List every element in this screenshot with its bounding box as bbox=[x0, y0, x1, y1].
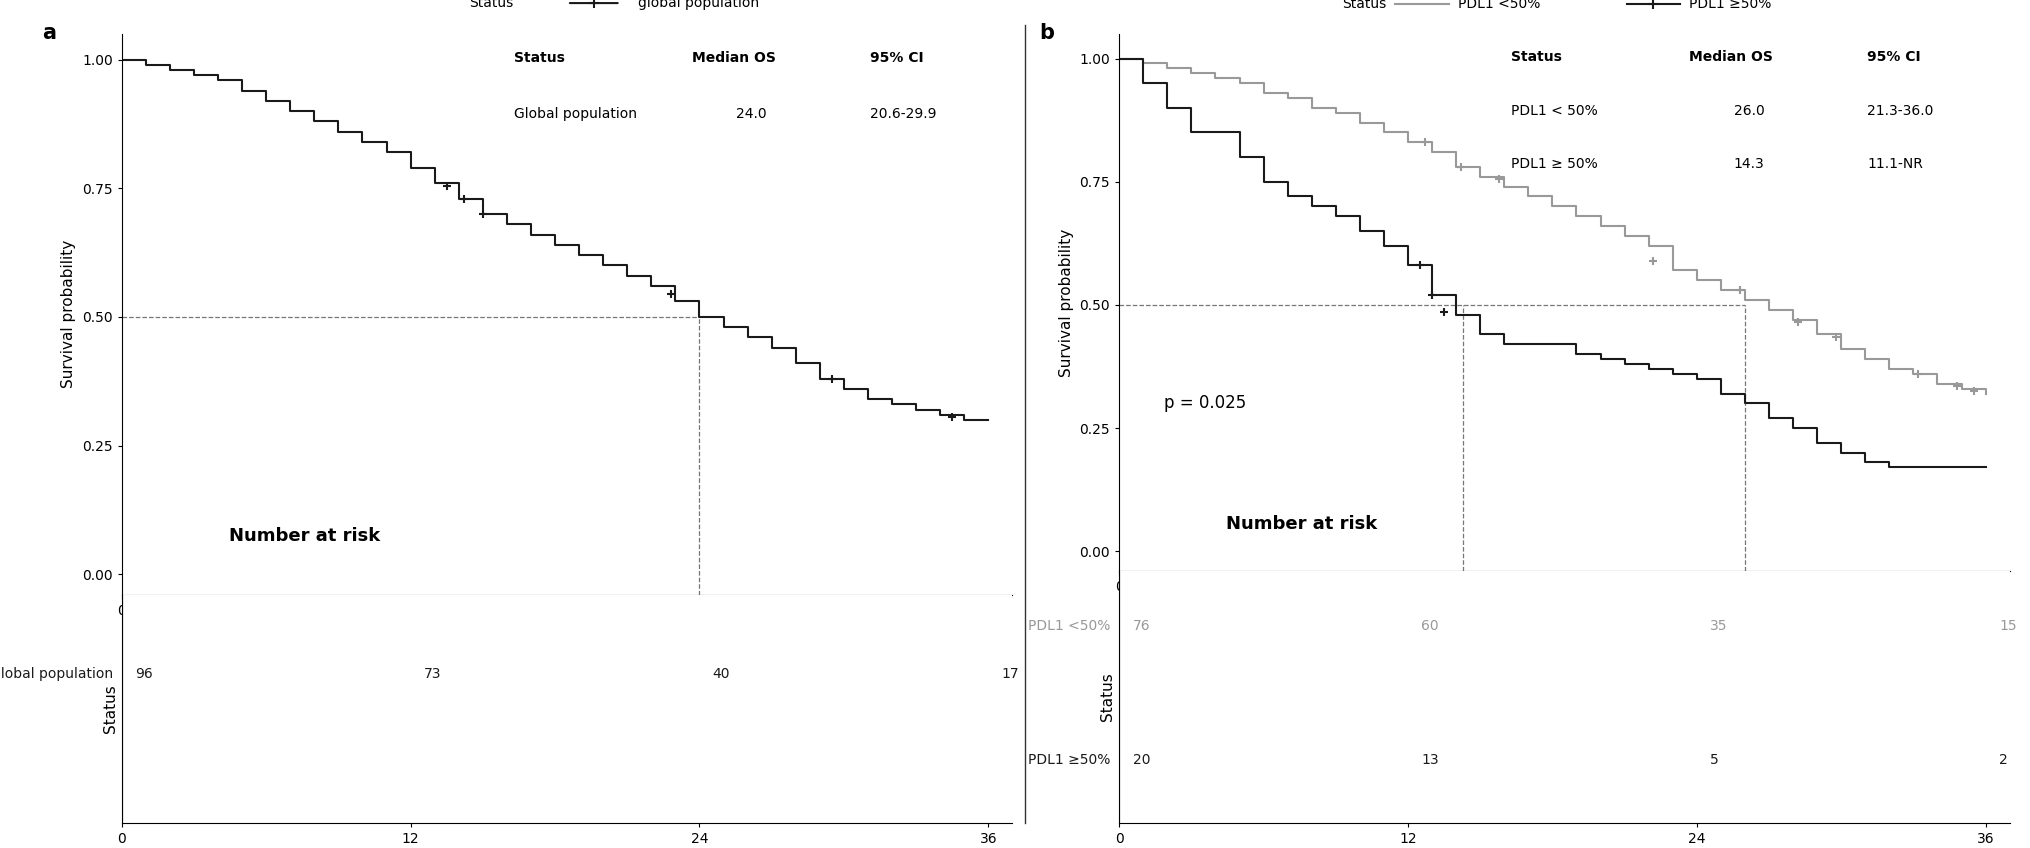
Text: a: a bbox=[43, 23, 55, 42]
Text: p = 0.025: p = 0.025 bbox=[1163, 393, 1246, 411]
Text: PDL1 < 50%: PDL1 < 50% bbox=[1510, 103, 1598, 118]
Text: Global population: Global population bbox=[514, 107, 637, 120]
Text: 24.0: 24.0 bbox=[737, 107, 767, 120]
Text: global population: global population bbox=[0, 667, 114, 682]
Text: 26.0: 26.0 bbox=[1734, 103, 1764, 118]
Text: 96: 96 bbox=[136, 667, 152, 682]
Text: 2: 2 bbox=[2000, 753, 2008, 767]
Text: Median OS: Median OS bbox=[692, 51, 775, 64]
Text: Status: Status bbox=[1510, 50, 1561, 64]
Text: 20.6-29.9: 20.6-29.9 bbox=[869, 107, 936, 120]
Text: PDL1 ≥ 50%: PDL1 ≥ 50% bbox=[1510, 158, 1598, 171]
Text: 11.1-NR: 11.1-NR bbox=[1868, 158, 1922, 171]
Text: Median OS: Median OS bbox=[1689, 50, 1772, 64]
Text: 5: 5 bbox=[1709, 753, 1719, 767]
Text: 14.3: 14.3 bbox=[1734, 158, 1764, 171]
Y-axis label: Status: Status bbox=[104, 684, 118, 733]
Text: PDL1 <50%: PDL1 <50% bbox=[1027, 619, 1110, 633]
Text: 21.3-36.0: 21.3-36.0 bbox=[1868, 103, 1935, 118]
Text: PDL1 ≥50%: PDL1 ≥50% bbox=[1689, 0, 1772, 11]
Text: 17: 17 bbox=[1001, 667, 1019, 682]
Text: 15: 15 bbox=[2000, 619, 2016, 633]
Text: 76: 76 bbox=[1133, 619, 1151, 633]
Text: Status: Status bbox=[514, 51, 564, 64]
Text: 40: 40 bbox=[713, 667, 731, 682]
Text: PDL1 ≥50%: PDL1 ≥50% bbox=[1027, 753, 1110, 767]
Text: 95% CI: 95% CI bbox=[869, 51, 924, 64]
X-axis label: Time in months: Time in months bbox=[508, 623, 627, 639]
Text: b: b bbox=[1039, 23, 1054, 43]
Text: 95% CI: 95% CI bbox=[1868, 50, 1920, 64]
Text: 20: 20 bbox=[1133, 753, 1151, 767]
Text: 60: 60 bbox=[1421, 619, 1439, 633]
Text: PDL1 <50%: PDL1 <50% bbox=[1458, 0, 1541, 11]
Text: 73: 73 bbox=[424, 667, 441, 682]
Text: 35: 35 bbox=[1709, 619, 1728, 633]
Text: Status: Status bbox=[469, 0, 514, 10]
Y-axis label: Survival probability: Survival probability bbox=[61, 240, 77, 388]
Y-axis label: Status: Status bbox=[1100, 672, 1114, 721]
Text: 13: 13 bbox=[1421, 753, 1439, 767]
X-axis label: Time in months: Time in months bbox=[1504, 600, 1624, 615]
Text: Number at risk: Number at risk bbox=[1226, 515, 1376, 533]
Text: Status: Status bbox=[1342, 0, 1386, 11]
Text: Number at risk: Number at risk bbox=[229, 527, 380, 544]
Text: global population: global population bbox=[637, 0, 759, 10]
Y-axis label: Survival probability: Survival probability bbox=[1060, 228, 1074, 377]
